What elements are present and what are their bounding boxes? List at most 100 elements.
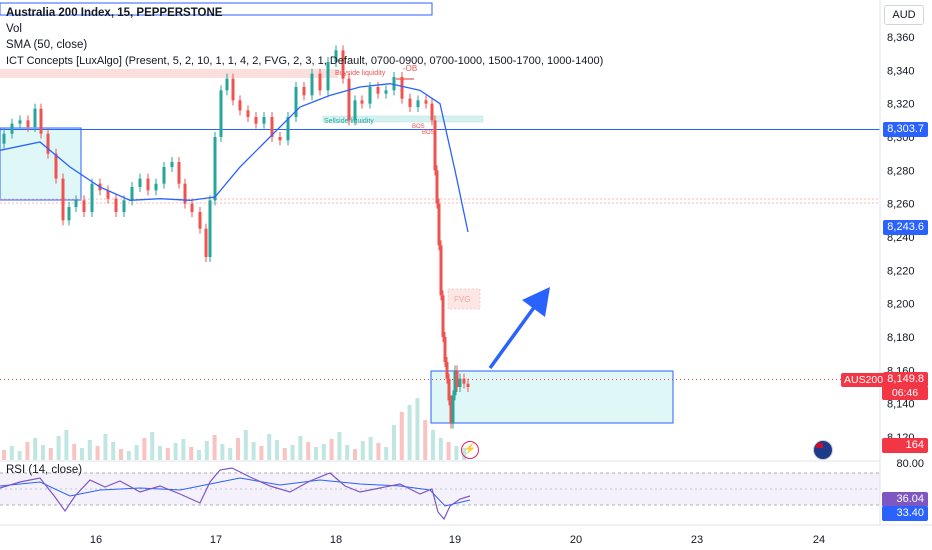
candle-body (146, 178, 150, 191)
candle-body (114, 198, 118, 212)
volume-bar (33, 438, 38, 460)
volume-bar (126, 451, 131, 460)
candle-body (302, 87, 306, 96)
ob-label: -OB (403, 64, 417, 73)
volume-bar (95, 446, 100, 460)
x-tick-label: 19 (449, 534, 461, 546)
candle-body (183, 183, 187, 204)
candle-body (74, 200, 78, 207)
bos-label-1: BOS (412, 124, 425, 130)
australia-flag-icon[interactable] (813, 440, 833, 460)
volume-bar (64, 430, 69, 460)
volume-bar (150, 432, 155, 460)
demand-box-right (430, 370, 674, 424)
candle-body (437, 203, 441, 246)
candle-body (270, 117, 274, 137)
volume-bar (189, 447, 194, 460)
x-tick-label: 24 (813, 534, 825, 546)
price-tag-level: 8,303.7 (883, 122, 928, 137)
volume-bar (142, 438, 147, 460)
volume-bar (204, 441, 209, 460)
candle-body (451, 395, 455, 424)
candle-body (441, 295, 445, 337)
symbol-tag: AUS200 (841, 373, 887, 387)
candle-body (26, 120, 30, 127)
rsi-legend[interactable]: RSI (14, close) (6, 464, 83, 476)
volume-bar (290, 445, 295, 460)
candle-body (225, 78, 229, 91)
volume-bar (360, 441, 365, 460)
x-tick-label: 20 (570, 534, 582, 546)
volume-bar (345, 445, 350, 460)
x-tick-label: 16 (90, 534, 102, 546)
candle-body (231, 78, 235, 101)
volume-bar (259, 446, 264, 460)
volume-bar (298, 436, 303, 460)
indicator-vol[interactable]: Vol (6, 23, 22, 35)
candle-body (122, 200, 126, 212)
candle-body (376, 87, 380, 94)
candle-body (262, 117, 266, 124)
currency-selector[interactable]: AUD (884, 5, 924, 25)
candle-body (439, 245, 443, 296)
demand-box-left (0, 127, 82, 201)
y-tick-label: 8,360 (887, 32, 915, 44)
volume-bar (384, 447, 389, 460)
candle-body (400, 77, 404, 99)
rsi-top-tick: 80.00 (896, 458, 924, 470)
volume-bar (56, 436, 61, 460)
candle-body (106, 190, 110, 199)
price-tag-last: 8,149.8 (883, 372, 928, 387)
candle-body (204, 228, 208, 257)
candle-body (449, 400, 453, 424)
volume-tag: 164 (882, 438, 928, 453)
indicator-ict[interactable]: ICT Concepts [LuxAlgo] (Present, 5, 2, 1… (6, 55, 604, 67)
y-tick-label: 8,280 (887, 165, 915, 177)
countdown-tag: 06:46 (882, 386, 928, 400)
candle-body (433, 120, 437, 171)
fvg-label: FVG (454, 295, 470, 304)
y-tick-label: 8,220 (887, 265, 915, 277)
y-tick-label: 8,240 (887, 232, 915, 244)
candle-body (443, 337, 447, 362)
candle-body (90, 183, 94, 212)
flash-icon[interactable]: ⚡ (461, 441, 479, 459)
rsi-ma-line (0, 477, 471, 507)
volume-bar (80, 448, 84, 460)
x-tick-label: 23 (691, 534, 703, 546)
volume-bar (438, 438, 443, 460)
candle-body (130, 187, 134, 201)
volume-bar (72, 444, 77, 460)
candle-body (445, 362, 449, 379)
chart-title[interactable]: Australia 200 Index, 15, PEPPERSTONE (6, 7, 223, 19)
volume-bar (236, 438, 240, 460)
volume-bar (111, 442, 116, 460)
volume-bar (212, 435, 217, 460)
volume-bar (376, 443, 381, 460)
volume-bar (282, 448, 287, 460)
buyside-label: Buyside liquidity (335, 70, 386, 77)
candle-body (347, 78, 351, 121)
candle-body (368, 87, 372, 104)
volume-bar (134, 445, 139, 460)
volume-bar (251, 442, 256, 460)
volume-bar (306, 442, 311, 460)
candle-body (353, 100, 357, 121)
candle-body (341, 50, 345, 79)
volume-bar (9, 446, 14, 460)
candle-body (416, 100, 420, 107)
candle-body (455, 370, 459, 387)
volume-bar (173, 443, 178, 460)
candle-body (310, 73, 314, 96)
candle-body (238, 100, 242, 111)
up-arrow (488, 287, 550, 370)
volume-bar (446, 442, 451, 460)
volume-bar (165, 448, 170, 460)
indicator-sma[interactable]: SMA (50, close) (6, 39, 88, 51)
supply-box (0, 69, 338, 78)
title-box (0, 2, 433, 16)
volume-bar (25, 442, 30, 460)
candle-body (18, 120, 22, 124)
volume-bar (181, 439, 186, 460)
